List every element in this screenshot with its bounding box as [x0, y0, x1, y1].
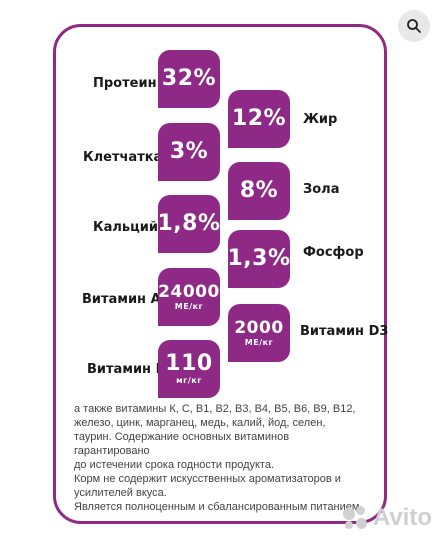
label-protein: Протеин [93, 76, 157, 91]
badge-fat: 12% [228, 90, 290, 148]
label-vitamin-d3: Витамин D3 [300, 324, 389, 339]
value-protein: 32% [161, 66, 217, 91]
note-line: а также витамины К, С, В1, В2, В3, В4, В… [74, 403, 356, 415]
info-card-frame [53, 24, 387, 524]
label-fat: Жир [303, 112, 338, 127]
note-line: Корм не содержит искусственных ароматиза… [74, 473, 341, 485]
note-line: до истечении срока годности продукта. [74, 459, 275, 471]
note-line: таурин. Содержание основных витаминов га… [74, 431, 290, 457]
label-vitamin-a: Витамин А [82, 292, 161, 307]
label-calcium: Кальций [93, 220, 158, 235]
value-fiber: 3% [169, 139, 209, 164]
ingredients-note: а также витамины К, С, В1, В2, В3, В4, В… [74, 402, 364, 514]
value-vitamin-d3: 2000 [234, 317, 284, 338]
badge-vitamin-d3: 2000 МЕ/кг [228, 304, 290, 362]
avito-logo-icon [342, 506, 367, 530]
watermark-text: Avito [372, 504, 432, 531]
label-phosphorus: Фосфор [303, 245, 364, 260]
value-ash: 8% [239, 178, 279, 203]
unit-vitamin-e: мг/кг [176, 376, 202, 385]
value-vitamin-e: 110 [165, 351, 213, 376]
badge-phosphorus: 1,3% [228, 230, 290, 288]
search-icon [407, 19, 421, 33]
avito-watermark: Avito [342, 504, 432, 532]
search-button[interactable] [398, 10, 430, 42]
badge-vitamin-a: 24000 МЕ/кг [158, 268, 220, 326]
unit-vitamin-d3: МЕ/кг [244, 337, 274, 347]
note-line: Является полноценным и сбалансированным … [74, 501, 363, 513]
value-calcium: 1,8% [157, 211, 221, 236]
label-fiber: Клетчатка [83, 150, 163, 165]
note-line: усилителей вкуса. [74, 487, 167, 499]
badge-fiber: 3% [158, 123, 220, 181]
value-vitamin-a: 24000 [158, 281, 220, 302]
badge-calcium: 1,8% [158, 195, 220, 253]
badge-ash: 8% [228, 162, 290, 220]
note-line: железо, цинк, марганец, медь, калий, йод… [74, 417, 326, 429]
label-vitamin-e: Витамин Е [87, 362, 165, 377]
value-phosphorus: 1,3% [227, 246, 291, 271]
unit-vitamin-a: МЕ/кг [174, 301, 204, 311]
badge-vitamin-e: 110 мг/кг [158, 340, 220, 398]
badge-protein: 32% [158, 50, 220, 108]
value-fat: 12% [231, 106, 287, 131]
label-ash: Зола [303, 182, 340, 197]
